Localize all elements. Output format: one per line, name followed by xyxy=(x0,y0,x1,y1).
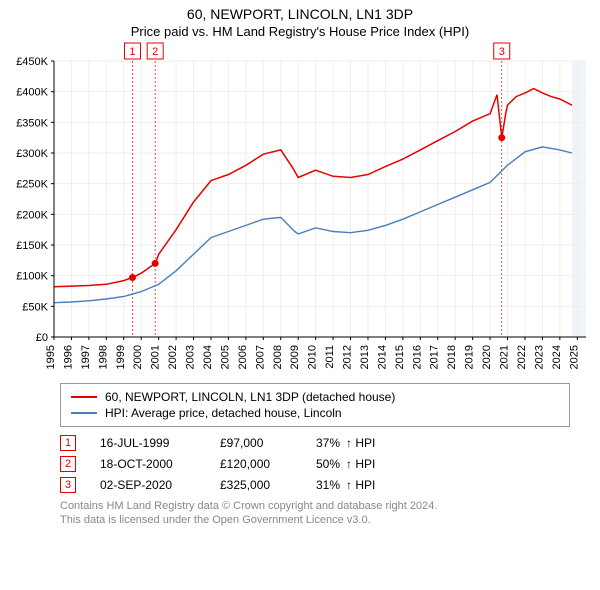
transaction-price: £97,000 xyxy=(220,436,292,450)
svg-text:£350K: £350K xyxy=(16,117,48,129)
transaction-rel: ↑ HPI xyxy=(346,436,375,450)
svg-text:£50K: £50K xyxy=(22,301,48,313)
transaction-pct: 37% xyxy=(316,436,340,450)
price-chart: £0 £50K £100K £150K £200K £250K £300K £350K £400… xyxy=(0,39,600,379)
footnote-line: Contains HM Land Registry data © Crown c… xyxy=(60,499,570,513)
svg-text:2014: 2014 xyxy=(376,345,388,369)
transaction-price: £325,000 xyxy=(220,478,292,492)
svg-text:2: 2 xyxy=(152,46,158,58)
svg-text:2005: 2005 xyxy=(219,345,231,369)
svg-text:2015: 2015 xyxy=(394,345,406,369)
footnote: Contains HM Land Registry data © Crown c… xyxy=(60,499,570,528)
transaction-date: 16-JUL-1999 xyxy=(100,436,196,450)
svg-text:£200K: £200K xyxy=(16,209,48,221)
svg-text:2010: 2010 xyxy=(307,345,319,369)
transaction-rel: ↑ HPI xyxy=(346,457,375,471)
transaction-pct: 50% xyxy=(316,457,340,471)
transaction-date: 18-OCT-2000 xyxy=(100,457,196,471)
svg-text:2001: 2001 xyxy=(150,345,162,369)
svg-text:2025: 2025 xyxy=(568,345,580,369)
svg-text:2002: 2002 xyxy=(167,345,179,369)
svg-text:£0: £0 xyxy=(36,332,48,344)
transactions-table: 1 16-JUL-1999 £97,000 37% ↑ HPI 2 18-OCT-2000 £… xyxy=(60,435,570,493)
svg-text:2000: 2000 xyxy=(132,345,144,369)
svg-text:2019: 2019 xyxy=(464,345,476,369)
page-title: 60, NEWPORT, LINCOLN, LN1 3DP xyxy=(0,6,600,22)
legend-label: HPI: Average price, detached house, Linc… xyxy=(105,406,342,420)
svg-text:2018: 2018 xyxy=(446,345,458,369)
svg-text:£400K: £400K xyxy=(16,87,48,99)
transaction-price: £120,000 xyxy=(220,457,292,471)
legend-swatch xyxy=(71,396,97,398)
legend-label: 60, NEWPORT, LINCOLN, LN1 3DP (detached … xyxy=(105,390,395,404)
svg-text:2023: 2023 xyxy=(533,345,545,369)
svg-text:2016: 2016 xyxy=(411,345,423,369)
svg-text:1996: 1996 xyxy=(62,345,74,369)
svg-text:1998: 1998 xyxy=(97,345,109,369)
legend-item: 60, NEWPORT, LINCOLN, LN1 3DP (detached … xyxy=(71,390,559,404)
transaction-row: 2 18-OCT-2000 £120,000 50% ↑ HPI xyxy=(60,456,570,472)
transaction-row: 1 16-JUL-1999 £97,000 37% ↑ HPI xyxy=(60,435,570,451)
svg-text:2008: 2008 xyxy=(272,345,284,369)
legend-item: HPI: Average price, detached house, Linc… xyxy=(71,406,559,420)
svg-text:2022: 2022 xyxy=(516,345,528,369)
svg-text:2006: 2006 xyxy=(237,345,249,369)
transaction-date: 02-SEP-2020 xyxy=(100,478,196,492)
svg-text:2011: 2011 xyxy=(324,345,336,369)
transaction-marker: 1 xyxy=(60,435,76,451)
transaction-vs-hpi: 37% ↑ HPI xyxy=(316,436,375,450)
page-subtitle: Price paid vs. HM Land Registry's House … xyxy=(0,24,600,39)
svg-text:2013: 2013 xyxy=(359,345,371,369)
svg-text:£250K: £250K xyxy=(16,179,48,191)
svg-text:2017: 2017 xyxy=(429,345,441,369)
svg-text:2012: 2012 xyxy=(342,345,354,369)
svg-text:3: 3 xyxy=(499,46,505,58)
svg-text:2004: 2004 xyxy=(202,345,214,369)
svg-text:£100K: £100K xyxy=(16,271,48,283)
svg-text:2021: 2021 xyxy=(499,345,511,369)
transaction-pct: 31% xyxy=(316,478,340,492)
svg-text:2024: 2024 xyxy=(551,345,563,369)
legend-swatch xyxy=(71,412,97,414)
transaction-marker: 2 xyxy=(60,456,76,472)
transaction-marker: 3 xyxy=(60,477,76,493)
footnote-line: This data is licensed under the Open Gov… xyxy=(60,513,570,527)
svg-text:2003: 2003 xyxy=(185,345,197,369)
svg-text:2009: 2009 xyxy=(289,345,301,369)
transaction-vs-hpi: 31% ↑ HPI xyxy=(316,478,375,492)
svg-text:£450K: £450K xyxy=(16,56,48,68)
transaction-rel: ↑ HPI xyxy=(346,478,375,492)
svg-text:1997: 1997 xyxy=(80,345,92,369)
svg-text:1999: 1999 xyxy=(115,345,127,369)
svg-text:1995: 1995 xyxy=(45,345,57,369)
svg-text:2020: 2020 xyxy=(481,345,493,369)
svg-text:£150K: £150K xyxy=(16,240,48,252)
transaction-vs-hpi: 50% ↑ HPI xyxy=(316,457,375,471)
svg-text:1: 1 xyxy=(129,46,135,58)
legend: 60, NEWPORT, LINCOLN, LN1 3DP (detached … xyxy=(60,383,570,427)
transaction-row: 3 02-SEP-2020 £325,000 31% ↑ HPI xyxy=(60,477,570,493)
svg-text:£300K: £300K xyxy=(16,148,48,160)
svg-text:2007: 2007 xyxy=(254,345,266,369)
